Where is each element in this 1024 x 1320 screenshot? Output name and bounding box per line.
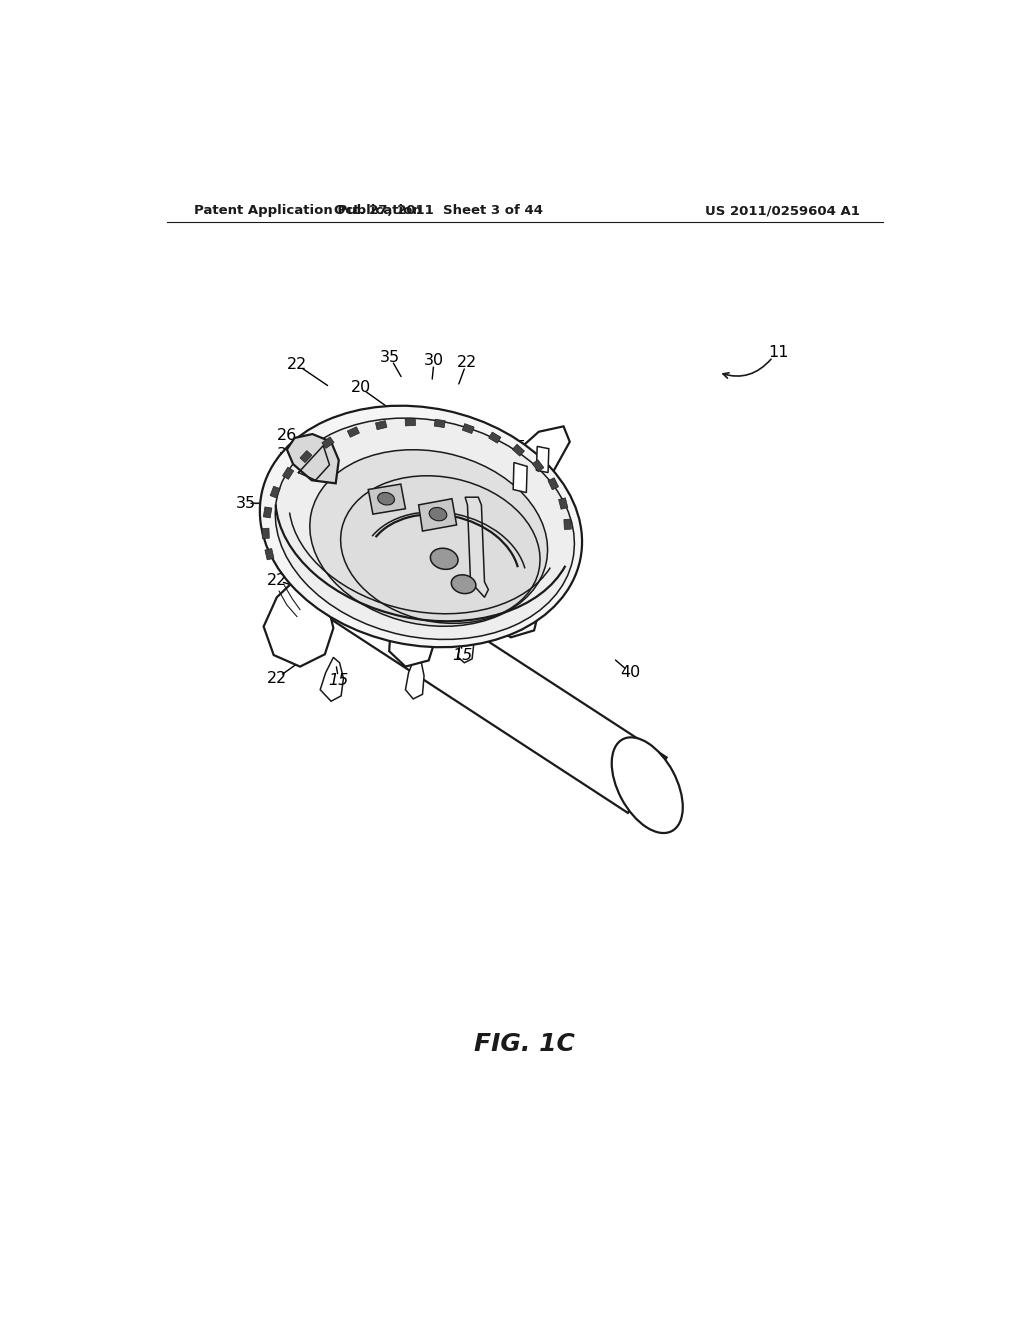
Polygon shape [369,484,406,515]
Polygon shape [389,587,436,667]
Text: 15: 15 [453,648,473,663]
Bar [462,424,474,433]
Ellipse shape [430,548,458,569]
Text: 22: 22 [287,358,307,372]
Polygon shape [537,446,549,473]
Text: 22: 22 [457,355,477,370]
Polygon shape [494,426,569,506]
Ellipse shape [429,507,446,521]
Text: 9: 9 [485,595,496,611]
Polygon shape [465,498,488,597]
Text: FIG. 1C: FIG. 1C [474,1032,575,1056]
Text: 9: 9 [409,619,418,634]
Ellipse shape [260,405,582,647]
Bar [564,519,571,529]
Text: 25: 25 [507,440,527,454]
Polygon shape [406,657,424,700]
Ellipse shape [611,738,683,833]
Ellipse shape [452,574,476,594]
Polygon shape [419,499,457,531]
Ellipse shape [378,492,394,506]
Bar [262,528,269,539]
Text: 24: 24 [372,599,392,614]
Bar [300,450,312,462]
Text: 22: 22 [403,557,423,573]
Polygon shape [483,565,541,638]
Text: 33: 33 [276,447,297,462]
Polygon shape [324,556,667,813]
Text: Patent Application Publication: Patent Application Publication [194,205,422,218]
Text: US 2011/0259604 A1: US 2011/0259604 A1 [706,205,860,218]
Bar [270,486,281,498]
Text: 26: 26 [276,428,297,444]
Bar [532,459,544,471]
Ellipse shape [310,450,548,626]
Polygon shape [287,434,339,483]
Bar [559,498,568,510]
Ellipse shape [275,418,574,639]
Polygon shape [513,462,527,492]
Text: 35: 35 [380,350,400,364]
Polygon shape [321,657,343,701]
Text: 15: 15 [499,503,519,519]
Bar [512,445,524,457]
Text: 30: 30 [424,352,444,368]
Bar [263,507,271,517]
Bar [265,549,274,560]
Bar [322,437,334,449]
Text: 22: 22 [266,671,287,685]
Bar [488,432,501,444]
Bar [406,418,416,426]
Text: 22: 22 [266,573,287,587]
Text: 40: 40 [621,665,640,680]
Ellipse shape [341,475,540,623]
Bar [347,426,359,437]
Text: Oct. 27, 2011  Sheet 3 of 44: Oct. 27, 2011 Sheet 3 of 44 [334,205,543,218]
Bar [548,478,558,490]
Polygon shape [458,632,474,663]
Text: 11: 11 [769,345,790,360]
Bar [283,467,294,479]
Text: 35: 35 [236,496,256,511]
Polygon shape [263,578,334,667]
Bar [376,421,387,430]
Text: 20: 20 [350,380,371,396]
Bar [434,420,445,428]
Text: 15: 15 [329,673,349,688]
